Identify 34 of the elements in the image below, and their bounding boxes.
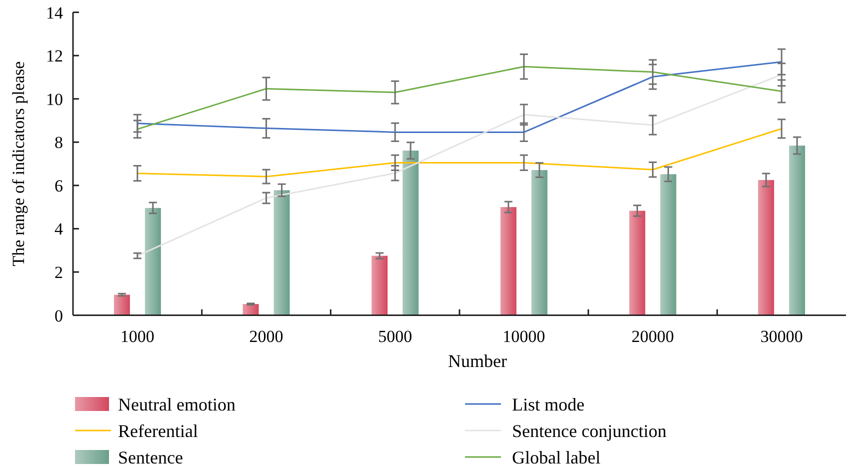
legend-label: List mode xyxy=(512,394,585,414)
legend-label: Sentence conjunction xyxy=(512,420,666,441)
y-tick-label: 10 xyxy=(46,90,63,109)
bar xyxy=(629,210,646,316)
legend-label: Global label xyxy=(512,447,600,466)
x-tick-label: 30000 xyxy=(760,327,803,346)
bar xyxy=(500,207,516,316)
y-tick-label: 4 xyxy=(54,220,64,239)
y-tick-label: 8 xyxy=(54,133,63,152)
x-tick-label: 2000 xyxy=(249,327,284,346)
bar xyxy=(144,208,161,316)
bar xyxy=(274,190,290,316)
y-tick-label: 14 xyxy=(46,3,64,22)
x-tick-label: 10000 xyxy=(502,327,546,346)
bar xyxy=(402,150,419,316)
bar xyxy=(114,294,130,316)
y-tick-label: 12 xyxy=(46,46,63,66)
y-tick-label: 2 xyxy=(54,262,63,282)
legend-label: Referential xyxy=(118,420,198,441)
bar xyxy=(660,174,676,316)
legend-label: Sentence xyxy=(118,447,183,466)
line-series xyxy=(136,128,782,178)
legend-label: Neutral emotion xyxy=(118,394,236,414)
x-tick-label: 20000 xyxy=(632,327,674,346)
bar xyxy=(531,170,548,316)
bar xyxy=(789,146,806,316)
x-tick-label: 1000 xyxy=(120,327,154,346)
bar xyxy=(758,180,774,316)
bar xyxy=(372,256,388,316)
x-axis-title: Number xyxy=(448,351,507,371)
y-tick-label: 6 xyxy=(54,176,63,196)
x-tick-label: 5000 xyxy=(378,327,412,346)
y-axis-title: The range of indicators please xyxy=(9,61,28,266)
y-tick-label: 0 xyxy=(54,306,63,326)
